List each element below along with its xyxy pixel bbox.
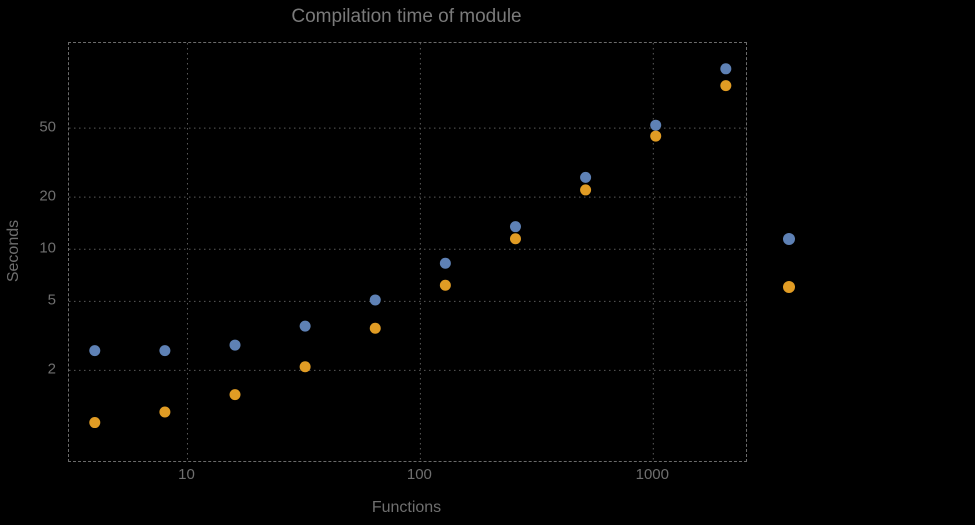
- plot-area: [68, 42, 747, 462]
- x-tick-label-1000: 1000: [635, 466, 669, 483]
- chart-title: Compilation time of module: [291, 6, 522, 27]
- data-point-series-1: [650, 119, 662, 131]
- data-point-series-1: [509, 221, 521, 233]
- data-point-series-1: [369, 294, 381, 306]
- data-point-series-1: [89, 345, 101, 357]
- data-point-series-2: [229, 389, 241, 401]
- scatter-plot: [69, 43, 746, 461]
- data-point-series-2: [159, 406, 171, 418]
- data-point-series-1: [580, 171, 592, 183]
- y-tick-labels: 2 5 10 20 50: [0, 42, 62, 460]
- data-point-series-1: [229, 339, 241, 351]
- data-point-series-2: [299, 361, 311, 373]
- x-tick-labels: 10 100 1000: [68, 466, 745, 488]
- y-tick-label-10: 10: [39, 239, 56, 257]
- y-tick-label-5: 5: [47, 291, 56, 309]
- x-tick-label-100: 100: [406, 466, 432, 483]
- y-tick-label-50: 50: [39, 118, 56, 136]
- x-tick-label-10: 10: [178, 466, 195, 483]
- y-tick-label-20: 20: [39, 187, 56, 205]
- data-point-series-2: [509, 233, 521, 245]
- data-point-series-1: [299, 320, 311, 332]
- legend-marker-series-2: [783, 281, 795, 293]
- data-point-series-1: [439, 257, 451, 269]
- data-point-series-2: [650, 130, 662, 142]
- legend: [783, 233, 795, 329]
- data-point-series-2: [89, 417, 101, 429]
- data-point-series-1: [720, 63, 732, 75]
- data-point-series-2: [720, 80, 732, 92]
- data-point-series-1: [159, 345, 171, 357]
- data-point-series-2: [369, 322, 381, 334]
- legend-marker-series-1: [783, 233, 795, 245]
- x-axis-label: Functions: [371, 499, 442, 516]
- y-tick-label-2: 2: [47, 360, 56, 378]
- data-point-series-2: [439, 279, 451, 291]
- data-point-series-2: [580, 184, 592, 196]
